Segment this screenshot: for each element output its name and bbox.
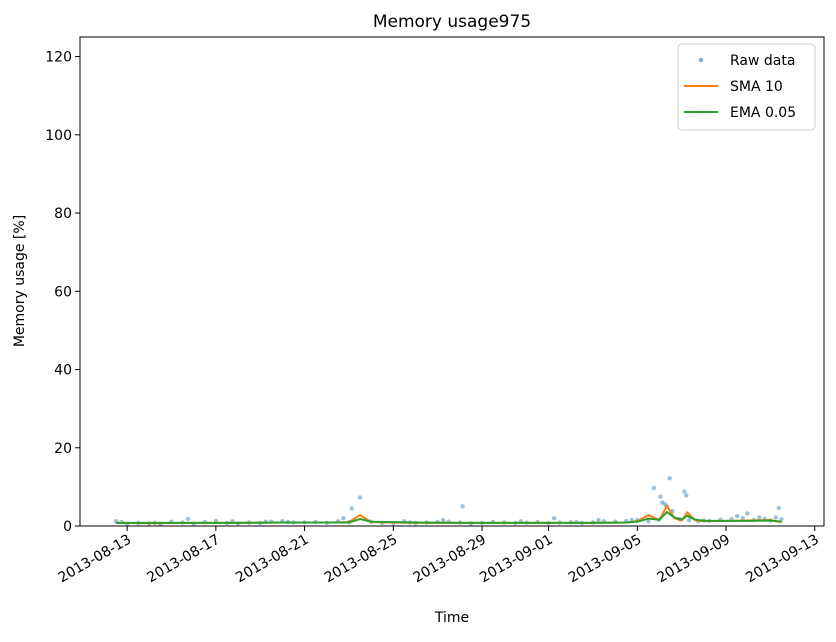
y-axis: 0 20 40 60 80 100 120 — [45, 50, 80, 535]
y-tick-label: 0 — [63, 519, 72, 535]
raw-data-point — [773, 515, 779, 520]
raw-data-point — [460, 504, 465, 509]
x-axis-label: Time — [434, 610, 469, 626]
raw-data-point — [551, 516, 557, 521]
raw-data-point — [357, 495, 363, 500]
raw-data-point — [776, 505, 781, 511]
legend-items: Raw data SMA 10 EMA 0.05 — [684, 53, 796, 121]
plot-frame — [79, 36, 825, 527]
raw-data-point — [684, 493, 689, 498]
chart-title: Memory usage975 — [373, 12, 531, 32]
raw-data-point — [682, 489, 687, 494]
raw-data-point — [660, 500, 665, 505]
y-tick-label: 120 — [45, 50, 72, 66]
raw-data-point — [686, 517, 692, 523]
raw-data-point — [779, 517, 784, 522]
legend-raw-data-marker — [698, 57, 704, 63]
raw-data-point — [757, 515, 762, 520]
raw-data-point — [646, 519, 651, 524]
raw-data-point — [349, 506, 354, 511]
y-tick-label: 80 — [54, 206, 72, 222]
y-tick-label: 100 — [45, 128, 72, 144]
raw-data-point — [745, 511, 750, 516]
ema-0.05-line — [116, 510, 782, 524]
y-tick-label: 20 — [54, 441, 72, 457]
y-tick-label: 40 — [54, 363, 72, 379]
raw-data-point — [596, 517, 601, 523]
ema-0.05-series — [116, 510, 782, 524]
raw-data-point — [734, 514, 740, 519]
raw-data-point — [667, 476, 672, 481]
legend-raw-data-label: Raw data — [730, 53, 795, 69]
raw-data-point — [341, 516, 346, 521]
plot-area — [113, 476, 784, 527]
legend: Raw data SMA 10 EMA 0.05 — [677, 43, 816, 131]
raw-data-point — [740, 516, 745, 521]
y-axis-label: Memory usage [%] — [12, 215, 28, 347]
raw-data-point — [441, 517, 446, 523]
raw-data-point — [658, 494, 663, 499]
legend-sma-10-label: SMA 10 — [730, 79, 783, 95]
legend-box — [677, 43, 816, 131]
raw-data-point — [651, 485, 657, 491]
y-tick-label: 60 — [54, 284, 72, 300]
legend-ema-0.05-label: EMA 0.05 — [730, 105, 796, 121]
raw-data-point — [185, 516, 191, 522]
